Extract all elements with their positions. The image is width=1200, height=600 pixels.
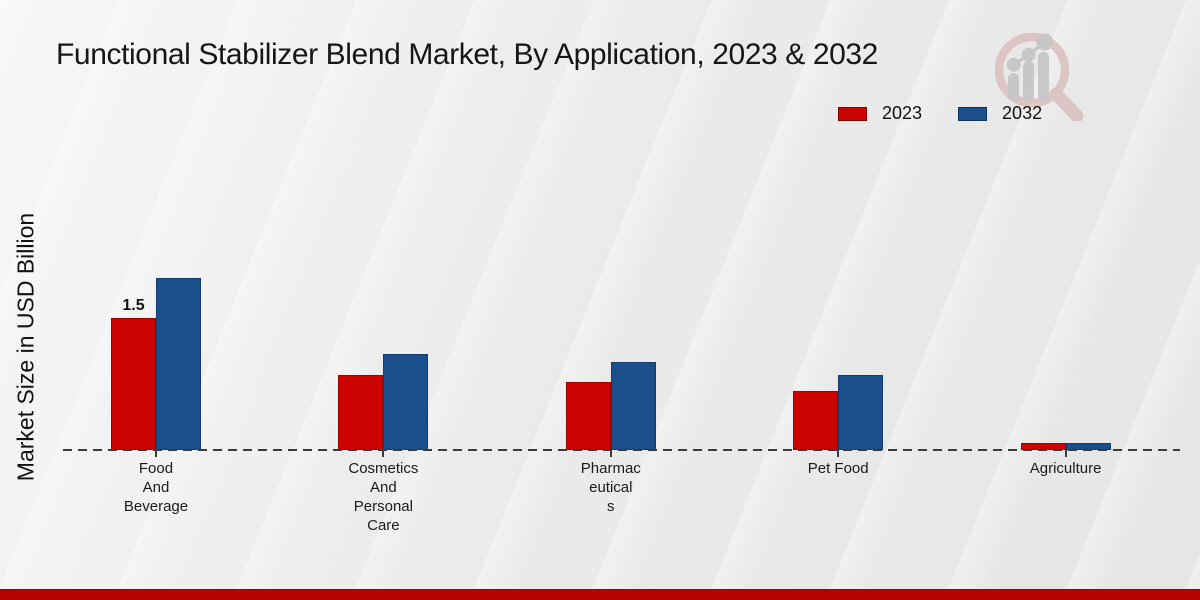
- bottom-red-strip: [0, 589, 1200, 600]
- data-label: 1.5: [122, 297, 145, 314]
- category-label-0: Food And Beverage: [123, 460, 189, 515]
- legend-item-2032: 2032: [958, 103, 1042, 124]
- category-label-4: Agriculture: [1029, 460, 1102, 477]
- magnifier-icon: [994, 33, 1084, 121]
- x-axis-tick: [382, 450, 385, 457]
- x-axis-tick: [1064, 450, 1067, 457]
- bar-2032-cat2: [610, 362, 656, 450]
- category-label-3: Pet Food: [807, 460, 869, 477]
- x-axis-tick: [155, 450, 157, 457]
- trend-bars-icon: [1006, 33, 1054, 101]
- legend: 2023 2032: [838, 103, 1042, 124]
- x-axis-baseline: [63, 449, 1180, 451]
- category-label-1: Cosmetics And Personal Care: [348, 460, 419, 534]
- x-axis-tick: [609, 450, 612, 457]
- magnifier-chart-logo: [994, 33, 1084, 121]
- category-label-2: Pharmac eutical s: [580, 460, 641, 515]
- chart-title: Functional Stabilizer Blend Market, By A…: [56, 38, 878, 71]
- legend-label-2023: 2023: [882, 103, 923, 123]
- x-axis-tick: [837, 450, 840, 457]
- bar-2023-cat0: [111, 318, 156, 450]
- legend-label-2032: 2032: [1002, 103, 1043, 123]
- bar-2032-cat3: [838, 375, 884, 450]
- legend-item-2023: 2023: [838, 103, 922, 124]
- bar-2023-cat2: [565, 382, 611, 450]
- legend-swatch-2023: [838, 106, 867, 121]
- bar-2032-cat0: [156, 278, 201, 450]
- bar-2032-cat1: [383, 354, 429, 450]
- bar-2023-cat1: [338, 375, 384, 450]
- legend-swatch-2032: [958, 106, 988, 121]
- bar-2023-cat3: [793, 391, 839, 450]
